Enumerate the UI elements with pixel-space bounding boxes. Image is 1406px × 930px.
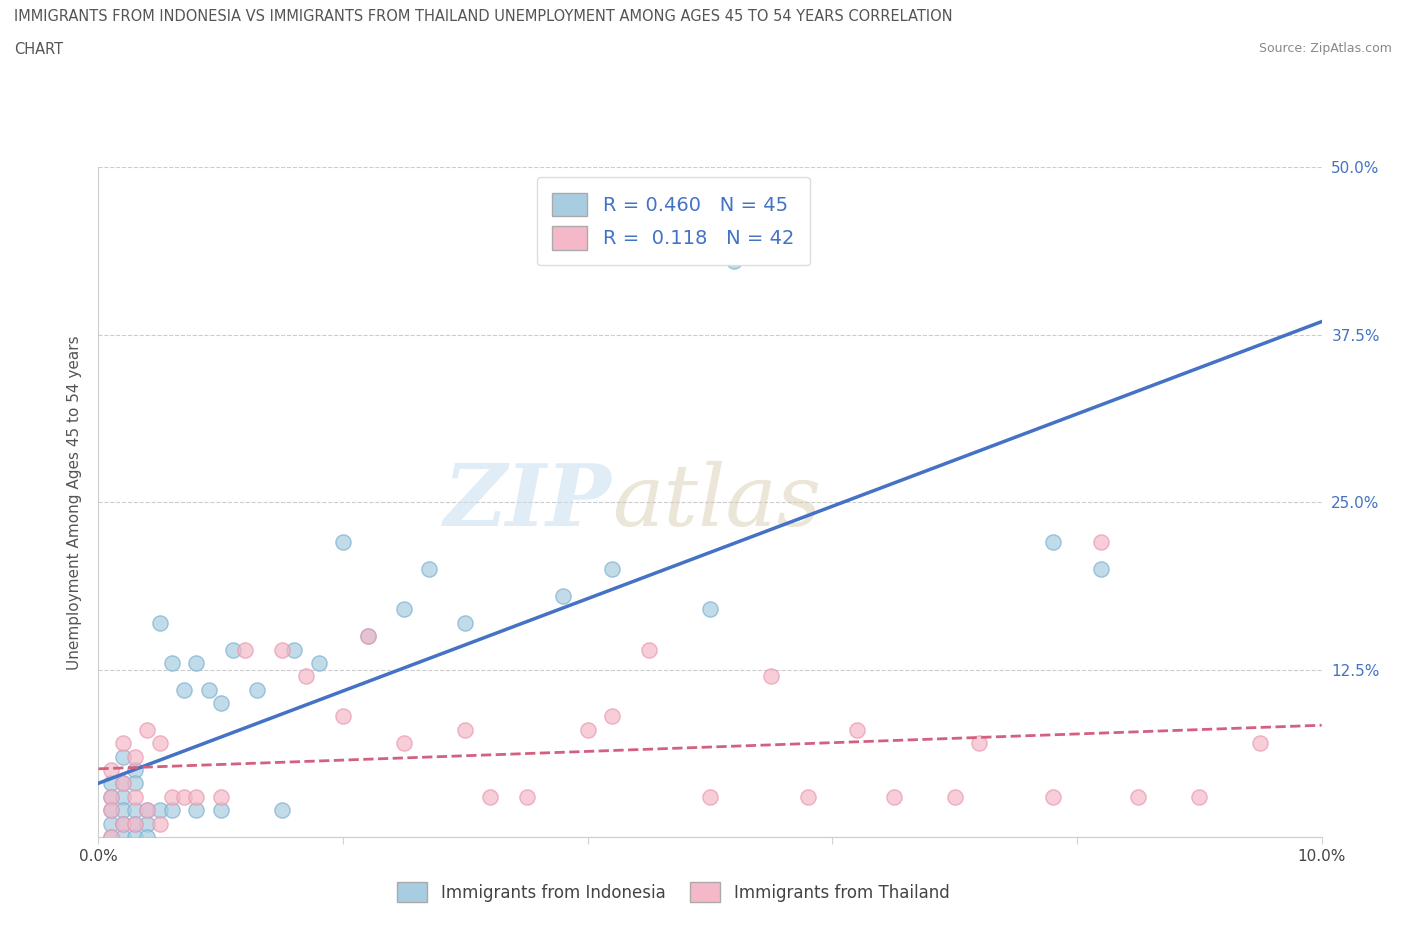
- Point: [149, 817, 172, 831]
- Point: [356, 629, 378, 644]
- Point: [516, 790, 538, 804]
- Point: [100, 817, 122, 831]
- Point: [295, 669, 318, 684]
- Point: [233, 642, 256, 657]
- Point: [173, 683, 195, 698]
- Point: [124, 790, 146, 804]
- Point: [136, 803, 159, 817]
- Point: [136, 830, 159, 844]
- Point: [124, 776, 146, 790]
- Point: [454, 723, 477, 737]
- Text: CHART: CHART: [14, 42, 63, 57]
- Point: [332, 709, 354, 724]
- Point: [149, 803, 172, 817]
- Point: [111, 817, 134, 831]
- Point: [149, 616, 172, 631]
- Point: [100, 830, 122, 844]
- Point: [246, 683, 269, 698]
- Text: IMMIGRANTS FROM INDONESIA VS IMMIGRANTS FROM THAILAND UNEMPLOYMENT AMONG AGES 45: IMMIGRANTS FROM INDONESIA VS IMMIGRANTS …: [14, 9, 953, 24]
- Point: [100, 830, 122, 844]
- Point: [845, 723, 868, 737]
- Point: [699, 790, 721, 804]
- Point: [553, 589, 575, 604]
- Point: [1128, 790, 1150, 804]
- Point: [124, 750, 146, 764]
- Point: [136, 803, 159, 817]
- Point: [478, 790, 501, 804]
- Point: [111, 790, 134, 804]
- Point: [136, 817, 159, 831]
- Point: [173, 790, 195, 804]
- Point: [943, 790, 966, 804]
- Point: [1042, 535, 1064, 550]
- Y-axis label: Unemployment Among Ages 45 to 54 years: Unemployment Among Ages 45 to 54 years: [67, 335, 83, 670]
- Text: Source: ZipAtlas.com: Source: ZipAtlas.com: [1258, 42, 1392, 55]
- Point: [160, 803, 183, 817]
- Point: [699, 602, 721, 617]
- Point: [149, 736, 172, 751]
- Point: [418, 562, 440, 577]
- Point: [186, 790, 208, 804]
- Point: [100, 790, 122, 804]
- Point: [1188, 790, 1211, 804]
- Point: [186, 656, 208, 671]
- Point: [124, 803, 146, 817]
- Point: [392, 602, 416, 617]
- Point: [283, 642, 305, 657]
- Text: ZIP: ZIP: [444, 460, 612, 544]
- Point: [270, 803, 292, 817]
- Point: [160, 656, 183, 671]
- Point: [111, 830, 134, 844]
- Point: [1090, 562, 1112, 577]
- Point: [600, 709, 623, 724]
- Point: [160, 790, 183, 804]
- Point: [111, 776, 134, 790]
- Point: [967, 736, 990, 751]
- Point: [186, 803, 208, 817]
- Point: [100, 803, 122, 817]
- Point: [1090, 535, 1112, 550]
- Point: [1042, 790, 1064, 804]
- Point: [600, 562, 623, 577]
- Point: [136, 723, 159, 737]
- Point: [100, 776, 122, 790]
- Point: [100, 803, 122, 817]
- Point: [124, 830, 146, 844]
- Point: [637, 642, 661, 657]
- Legend: Immigrants from Indonesia, Immigrants from Thailand: Immigrants from Indonesia, Immigrants fr…: [384, 869, 963, 916]
- Point: [797, 790, 820, 804]
- Point: [883, 790, 905, 804]
- Point: [356, 629, 378, 644]
- Point: [270, 642, 292, 657]
- Point: [759, 669, 782, 684]
- Point: [197, 683, 219, 698]
- Point: [100, 790, 122, 804]
- Point: [111, 776, 134, 790]
- Point: [124, 817, 146, 831]
- Point: [111, 803, 134, 817]
- Point: [576, 723, 599, 737]
- Point: [332, 535, 354, 550]
- Point: [209, 696, 232, 711]
- Point: [308, 656, 330, 671]
- Point: [124, 817, 146, 831]
- Point: [124, 763, 146, 777]
- Point: [392, 736, 416, 751]
- Point: [111, 817, 134, 831]
- Point: [222, 642, 245, 657]
- Point: [723, 254, 745, 269]
- Point: [209, 790, 232, 804]
- Point: [111, 736, 134, 751]
- Point: [100, 763, 122, 777]
- Point: [454, 616, 477, 631]
- Point: [1249, 736, 1271, 751]
- Text: atlas: atlas: [612, 461, 821, 543]
- Point: [209, 803, 232, 817]
- Point: [111, 750, 134, 764]
